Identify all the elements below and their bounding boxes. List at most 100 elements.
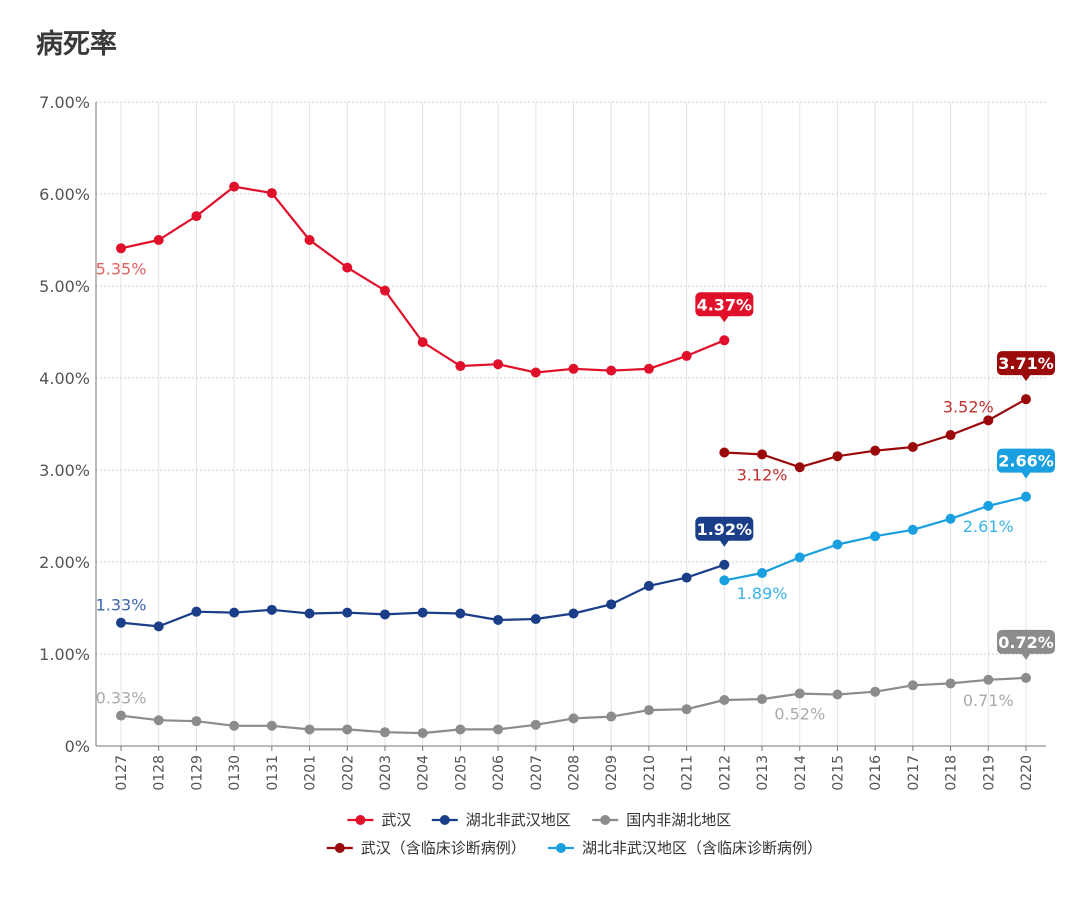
axes: 0% 1.00% 2.00% 3.00% 4.00% 5.00% 6.00% 7.00% 012… <box>39 93 1046 791</box>
data-point <box>681 572 692 583</box>
x-tick-label: 0211 <box>680 755 696 791</box>
data-point <box>493 359 504 370</box>
data-point <box>719 335 730 346</box>
data-point <box>379 727 390 738</box>
data-point <box>681 704 692 715</box>
data-point <box>417 337 428 348</box>
legend-item[interactable]: 武汉 <box>347 811 411 829</box>
x-tick-label: 0202 <box>340 755 356 791</box>
data-label: 0.52% <box>774 705 825 724</box>
data-point <box>907 442 918 452</box>
data-point <box>983 500 994 511</box>
callout-box <box>695 292 754 317</box>
legend-label: 国内非湖北地区 <box>626 811 731 829</box>
callout-box <box>997 351 1055 376</box>
series-2 <box>116 672 1031 739</box>
data-point <box>342 724 353 735</box>
y-tick-label: 6.00% <box>39 185 90 204</box>
legend-item[interactable]: 湖北非武汉地区 <box>431 811 571 829</box>
data-point <box>417 728 428 739</box>
data-point <box>983 674 994 685</box>
legend-marker <box>334 843 345 853</box>
legend-marker <box>355 815 366 825</box>
data-label: 1.89% <box>737 584 788 603</box>
y-tick-label: 4.00% <box>39 369 90 388</box>
data-point <box>266 604 277 615</box>
data-point <box>455 724 466 735</box>
x-tick-label: 0203 <box>378 755 394 791</box>
data-point <box>794 688 805 699</box>
callout-box <box>695 516 754 541</box>
callout-label: 0.72% <box>998 633 1054 652</box>
data-point <box>643 705 654 716</box>
data-point <box>229 720 240 731</box>
data-point <box>153 235 164 245</box>
x-tick-label: 0216 <box>868 755 884 791</box>
series-3 <box>719 394 1031 473</box>
data-point <box>1021 672 1031 683</box>
callout-label: 2.66% <box>998 452 1054 471</box>
data-point <box>304 608 315 619</box>
data-point <box>907 680 918 691</box>
data-point <box>530 719 541 730</box>
legend-item[interactable]: 国内非湖北地区 <box>592 811 731 829</box>
data-point <box>945 513 956 524</box>
grid-lines <box>96 101 1046 746</box>
callout-box <box>997 629 1055 654</box>
legend-label: 湖北非武汉地区 <box>466 811 571 829</box>
y-tick-label: 1.00% <box>39 645 90 664</box>
data-label: 5.35% <box>96 259 147 278</box>
data-point <box>983 415 994 426</box>
series-1 <box>116 559 730 632</box>
x-tick-label: 0213 <box>755 755 771 791</box>
data-point <box>116 710 126 721</box>
data-point <box>116 243 126 254</box>
data-point <box>757 449 768 460</box>
data-label: 3.52% <box>943 397 994 416</box>
callout-pointer <box>1021 652 1031 660</box>
x-tick-label: 0205 <box>453 755 469 791</box>
callout-label: 3.71% <box>998 354 1054 373</box>
data-point <box>1021 394 1031 405</box>
data-point <box>493 724 504 735</box>
data-point <box>304 724 315 735</box>
data-point <box>342 262 353 273</box>
legend-label: 武汉（含临床诊断病例） <box>361 839 526 857</box>
data-point <box>757 568 768 579</box>
data-point <box>153 621 164 632</box>
callout-pointer <box>719 315 730 323</box>
callout-pointer <box>1021 471 1031 479</box>
legend-marker <box>600 815 611 825</box>
y-tick-label: 7.00% <box>39 93 90 112</box>
x-tick-label: 0212 <box>717 755 733 791</box>
data-point <box>568 363 579 374</box>
data-point <box>191 606 202 617</box>
data-point <box>643 580 654 591</box>
x-tick-label: 0215 <box>830 755 846 791</box>
x-tick-label: 0129 <box>189 755 205 791</box>
legend-label: 武汉 <box>381 811 411 829</box>
legend-item[interactable]: 湖北非武汉地区（含临床诊断病例） <box>548 839 822 857</box>
page-title: 病死率 <box>36 29 117 60</box>
data-point <box>530 614 541 625</box>
x-tick-label: 0131 <box>265 755 281 791</box>
legend-item[interactable]: 武汉（含临床诊断病例） <box>326 839 526 857</box>
data-labels: 5.35% 1.33% 0.33% 0.52% 0.71% 3.12% 3.52% 1.89%… <box>96 259 1055 724</box>
callout-label: 4.37% <box>697 295 753 314</box>
data-point <box>229 181 240 192</box>
data-point <box>606 365 617 376</box>
data-point <box>568 608 579 619</box>
data-point <box>606 599 617 610</box>
data-point <box>568 713 579 724</box>
data-point <box>304 235 315 245</box>
x-tick-label: 0201 <box>303 755 319 791</box>
data-point <box>643 363 654 374</box>
data-point <box>870 445 881 456</box>
x-tick-label: 0207 <box>529 755 545 791</box>
callout-pointer <box>719 539 730 547</box>
legend-marker <box>439 815 450 825</box>
y-tick-label: 2.00% <box>39 553 90 572</box>
data-point <box>832 539 843 550</box>
y-tick-label: 5.00% <box>39 277 90 296</box>
